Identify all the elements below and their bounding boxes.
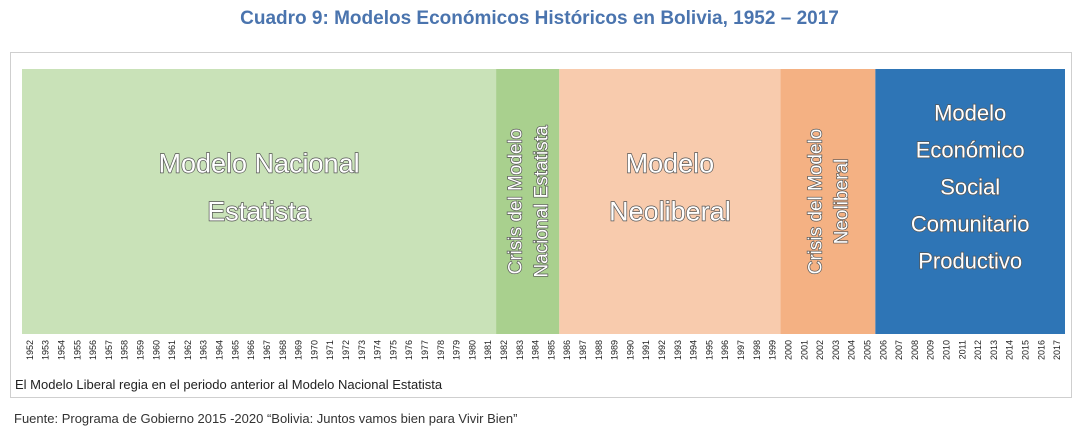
year-tick-1994: 1994 xyxy=(689,340,699,360)
year-tick-2000: 2000 xyxy=(783,340,793,360)
year-tick-2007: 2007 xyxy=(894,340,904,360)
year-tick-1959: 1959 xyxy=(136,340,146,360)
year-ticks-layer: 1952 1953 1954 1955 1956 1957 1958 1959 1960 1961… xyxy=(25,340,1062,360)
period-modelo-economico-social-comunitario-productivo xyxy=(875,69,1065,334)
period-label-line: Productivo xyxy=(918,249,1022,274)
year-tick-2017: 2017 xyxy=(1052,340,1062,360)
year-tick-2011: 2011 xyxy=(957,340,967,359)
period-label-crisis-del-modelo-neoliberal: Crisis del Modelo Neoliberal xyxy=(805,128,853,275)
year-tick-1961: 1961 xyxy=(167,340,177,360)
period-label-line: Crisis del Modelo xyxy=(806,129,827,275)
year-tick-1957: 1957 xyxy=(104,340,114,360)
year-tick-1983: 1983 xyxy=(515,340,525,360)
period-label-line: Modelo Nacional xyxy=(158,148,359,178)
period-label-line: Económico xyxy=(916,138,1025,163)
year-tick-1968: 1968 xyxy=(278,340,288,360)
year-tick-1979: 1979 xyxy=(452,340,462,360)
year-tick-2001: 2001 xyxy=(799,340,809,360)
year-tick-1965: 1965 xyxy=(230,340,240,360)
year-tick-1973: 1973 xyxy=(357,340,367,360)
year-tick-1977: 1977 xyxy=(420,340,430,360)
period-labels-layer: Modelo Nacional Estatista Crisis del Model… xyxy=(158,100,1030,278)
year-tick-1998: 1998 xyxy=(752,340,762,360)
year-tick-1986: 1986 xyxy=(562,340,572,360)
year-tick-1966: 1966 xyxy=(246,340,256,360)
period-label-modelo-neoliberal: Modelo Neoliberal xyxy=(608,148,731,227)
period-label-line: Comunitario xyxy=(911,212,1030,237)
year-tick-1984: 1984 xyxy=(531,340,541,360)
year-tick-1967: 1967 xyxy=(262,340,272,360)
period-label-crisis-del-modelo-nacional-estatista: Crisis del Modelo Nacional Estatista xyxy=(505,124,553,278)
year-tick-2012: 2012 xyxy=(973,340,983,360)
period-label-line: Estatista xyxy=(207,196,312,226)
year-tick-1999: 1999 xyxy=(768,340,778,360)
year-tick-2010: 2010 xyxy=(941,340,951,360)
period-label-modelo-nacional-estatista: Modelo Nacional Estatista xyxy=(158,148,361,227)
year-tick-1974: 1974 xyxy=(373,340,383,360)
period-label-line: Nacional Estatista xyxy=(531,125,552,278)
year-tick-1969: 1969 xyxy=(294,340,304,360)
period-label-line: Neoliberal xyxy=(609,196,731,226)
year-tick-1955: 1955 xyxy=(72,340,82,360)
period-modelo-nacional-estatista xyxy=(22,69,497,334)
timeline-chart: Modelo Nacional Estatista Crisis del Model… xyxy=(15,69,1065,392)
period-crisis-del-modelo-nacional-estatista xyxy=(496,69,560,334)
year-tick-1989: 1989 xyxy=(610,340,620,360)
period-label-line: Social xyxy=(940,175,1000,200)
year-tick-2006: 2006 xyxy=(878,340,888,360)
year-tick-1987: 1987 xyxy=(578,340,588,360)
year-tick-2005: 2005 xyxy=(862,340,872,360)
year-tick-2016: 2016 xyxy=(1036,340,1046,360)
year-tick-1996: 1996 xyxy=(720,340,730,360)
year-tick-1982: 1982 xyxy=(499,340,509,360)
year-tick-1997: 1997 xyxy=(736,340,746,360)
year-tick-1971: 1971 xyxy=(325,340,335,360)
year-tick-1980: 1980 xyxy=(467,340,477,360)
year-tick-2014: 2014 xyxy=(1005,340,1015,360)
year-tick-1988: 1988 xyxy=(594,340,604,360)
year-tick-1958: 1958 xyxy=(120,340,130,360)
year-tick-1960: 1960 xyxy=(151,340,161,360)
year-tick-1954: 1954 xyxy=(57,340,67,360)
year-tick-1995: 1995 xyxy=(704,340,714,360)
year-tick-2002: 2002 xyxy=(815,340,825,360)
year-tick-2004: 2004 xyxy=(847,340,857,360)
year-tick-1963: 1963 xyxy=(199,340,209,360)
year-tick-2009: 2009 xyxy=(926,340,936,360)
year-tick-1952: 1952 xyxy=(25,340,35,360)
year-tick-1991: 1991 xyxy=(641,340,651,360)
year-tick-1975: 1975 xyxy=(388,340,398,360)
year-tick-1990: 1990 xyxy=(625,340,635,360)
year-tick-2013: 2013 xyxy=(989,340,999,360)
period-crisis-del-modelo-neoliberal xyxy=(780,69,876,334)
chart-title: Cuadro 9: Modelos Económicos Históricos … xyxy=(240,8,839,29)
year-tick-1970: 1970 xyxy=(309,340,319,360)
period-label-line: Modelo xyxy=(934,101,1006,126)
periods-layer xyxy=(22,69,1065,334)
year-tick-2003: 2003 xyxy=(831,340,841,360)
period-label-modelo-economico-social-comunitario-productivo: Modelo Económico Social Comunitario Producti… xyxy=(910,100,1030,274)
period-label-line: Modelo xyxy=(626,148,715,178)
year-tick-1976: 1976 xyxy=(404,340,414,360)
chart-note: El Modelo Liberal regia en el periodo an… xyxy=(15,377,443,392)
year-tick-1985: 1985 xyxy=(546,340,556,360)
year-tick-1972: 1972 xyxy=(341,340,351,360)
year-tick-1962: 1962 xyxy=(183,340,193,360)
period-label-line: Crisis del Modelo xyxy=(505,129,526,275)
year-tick-1978: 1978 xyxy=(436,340,446,360)
year-tick-2008: 2008 xyxy=(910,340,920,360)
year-tick-1953: 1953 xyxy=(41,340,51,360)
year-tick-1981: 1981 xyxy=(483,340,493,360)
year-tick-2015: 2015 xyxy=(1020,340,1030,360)
year-tick-1956: 1956 xyxy=(88,340,98,360)
period-modelo-neoliberal xyxy=(559,69,781,334)
period-label-line: Neoliberal xyxy=(832,159,853,245)
source-note: Fuente: Programa de Gobierno 2015 -2020 … xyxy=(14,411,518,426)
year-tick-1992: 1992 xyxy=(657,340,667,360)
year-tick-1964: 1964 xyxy=(215,340,225,360)
year-tick-1993: 1993 xyxy=(673,340,683,360)
